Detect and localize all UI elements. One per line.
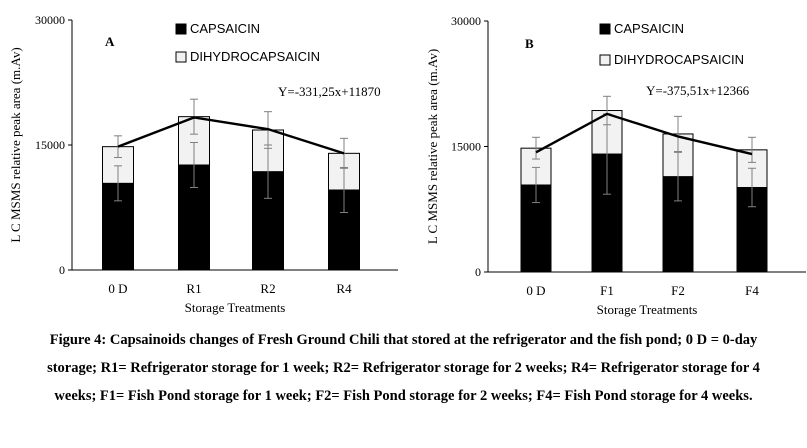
legend-swatch-capsaicin	[599, 23, 611, 35]
x-tick-label: R1	[186, 281, 201, 296]
y-tick-label: 15000	[451, 140, 481, 154]
y-tick-label: 0	[59, 263, 65, 277]
trend-line	[535, 112, 753, 156]
x-tick-label: F1	[600, 283, 614, 298]
panel-label: A	[105, 34, 115, 49]
legend-swatch-dihydrocapsaicin	[175, 51, 187, 63]
x-tick-label: R4	[336, 281, 352, 296]
figure-caption: Figure 4: Capsainoids changes of Fresh G…	[47, 332, 760, 404]
legend-swatch-dihydrocapsaicin	[599, 54, 611, 66]
legend-label-capsaicin: CAPSAICIN	[190, 21, 260, 36]
y-tick-label: 15000	[35, 138, 65, 152]
trend-equation: Y=-375,51x+12366	[646, 83, 750, 98]
legend-swatch-capsaicin	[175, 23, 187, 35]
trend-equation: Y=-331,25x+11870	[278, 84, 381, 99]
x-tick-label: 0 D	[526, 283, 545, 298]
x-tick-label: R2	[260, 281, 275, 296]
bar-capsaicin-r4	[328, 189, 360, 271]
legend-label-dihydrocapsaicin: DIHYDROCAPSAICIN	[190, 49, 320, 64]
x-tick-label: F2	[671, 283, 685, 298]
y-axis-title: L C MSMS relative peak area (m.Av)	[425, 49, 440, 244]
y-tick-label: 0	[475, 265, 481, 279]
chart-a: 0 15000 30000 L C MSMS relative peak area (…	[8, 13, 398, 315]
trend-line	[117, 116, 345, 155]
x-axis-title: Storage Treatments	[185, 300, 286, 315]
x-axis-title: Storage Treatments	[597, 302, 698, 317]
y-tick-label: 30000	[451, 14, 481, 28]
legend-label-capsaicin: CAPSAICIN	[614, 21, 684, 36]
x-tick-label: F4	[745, 283, 759, 298]
chart-b: 0 15000 30000 L C MSMS relative peak area (…	[425, 14, 806, 317]
legend-label-dihydrocapsaicin: DIHYDROCAPSAICIN	[614, 52, 744, 67]
y-tick-label: 30000	[35, 13, 65, 27]
x-tick-label: 0 D	[108, 281, 127, 296]
panel-label: B	[525, 36, 534, 51]
y-axis-title: L C MSMS relative peak area (m.Av)	[8, 47, 23, 242]
